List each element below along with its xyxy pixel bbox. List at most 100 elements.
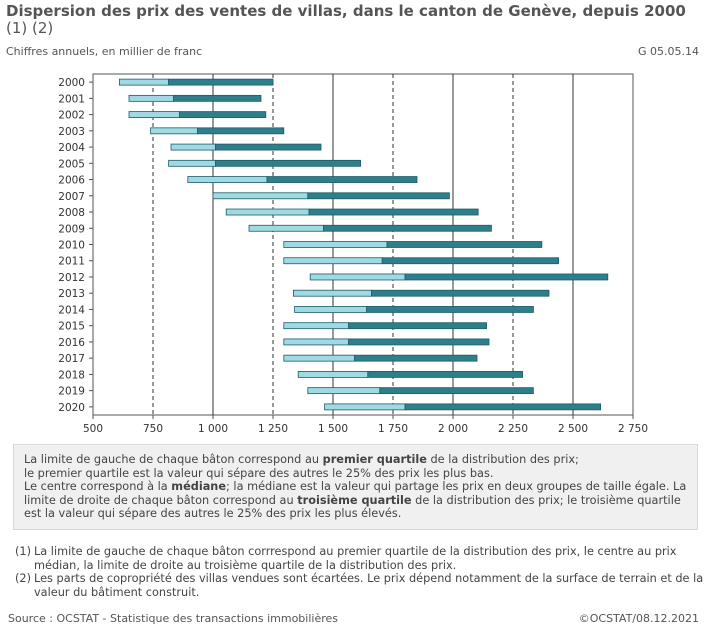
bar-median-q3 bbox=[404, 273, 609, 281]
legend-text: Le centre correspond à la bbox=[24, 480, 172, 493]
x-tick-label: 1 750 bbox=[378, 423, 408, 435]
price-dispersion-chart: 500 750 1 000 1 250 1 500 1 750 2 000 2 250 2 50… bbox=[58, 73, 648, 435]
legend-box: La limite de gauche de chaque bâton corr… bbox=[13, 444, 698, 530]
x-tick-label: 2 000 bbox=[438, 423, 468, 435]
legend-text: de la distribution des prix; le troisièm… bbox=[24, 493, 681, 521]
bar-median-q3 bbox=[214, 159, 361, 167]
year-label: 2014 bbox=[58, 304, 85, 316]
bar-median-q3 bbox=[354, 354, 478, 362]
bar-q1-median bbox=[283, 257, 383, 265]
footnote-2: (2) Les parts de copropriété des villas v… bbox=[15, 572, 705, 599]
bar-median-q3 bbox=[322, 224, 492, 232]
bar-q1-median bbox=[128, 94, 174, 102]
footnote-1: (1) La limite de gauche de chaque bâton c… bbox=[15, 545, 705, 572]
year-label: 2004 bbox=[58, 142, 85, 154]
year-label: 2020 bbox=[58, 402, 85, 414]
footnotes: (1) La limite de gauche de chaque bâton c… bbox=[15, 545, 705, 599]
bar-q1-median bbox=[283, 354, 355, 362]
year-label: 2017 bbox=[58, 353, 85, 365]
bar-median-q3 bbox=[214, 143, 322, 151]
bar-q1-median bbox=[283, 241, 388, 248]
bar-median-q3 bbox=[196, 127, 285, 135]
legend-bold-q1: premier quartile bbox=[322, 453, 427, 466]
bar-q1-median bbox=[283, 322, 349, 330]
chart-title-text: Dispersion des prix des ventes de villas… bbox=[6, 2, 686, 20]
bar-median-q3 bbox=[379, 387, 534, 395]
bar-q1-median bbox=[150, 127, 198, 135]
bar-median-q3 bbox=[172, 94, 262, 102]
legend-paragraph-2: le premier quartile est la valeur qui sé… bbox=[24, 466, 494, 480]
year-label: 2010 bbox=[58, 240, 85, 252]
year-label: 2001 bbox=[58, 93, 85, 105]
bar-median-q3 bbox=[168, 78, 274, 86]
bar-q1-median bbox=[119, 78, 170, 86]
year-label: 2007 bbox=[58, 191, 85, 203]
bar-q1-median bbox=[307, 387, 381, 395]
bar-q1-median bbox=[324, 403, 406, 411]
bar-median-q3 bbox=[308, 208, 479, 216]
x-tick-label: 2 250 bbox=[498, 423, 528, 435]
bar-median-q3 bbox=[381, 257, 560, 265]
footnote-number: (1) bbox=[15, 545, 32, 558]
bar-median-q3 bbox=[386, 241, 543, 248]
bar-q1-median bbox=[168, 159, 216, 167]
bar-q1-median bbox=[309, 273, 406, 281]
bar-q1-median bbox=[297, 371, 369, 378]
bar-q1-median bbox=[225, 208, 310, 216]
legend-text: ; la médiane est la valeur qui partage l… bbox=[24, 480, 687, 507]
year-label: 2006 bbox=[58, 175, 85, 187]
chart-title: Dispersion des prix des ventes de villas… bbox=[6, 3, 706, 37]
bar-q1-median bbox=[294, 306, 368, 313]
year-label: 2011 bbox=[58, 256, 85, 268]
legend-bold-median: médiane bbox=[171, 480, 227, 493]
legend-bold-q3: troisième quartile bbox=[297, 493, 412, 507]
bar-q1-median bbox=[170, 143, 216, 151]
bar-median-q3 bbox=[367, 371, 523, 378]
x-tick-label: 750 bbox=[143, 423, 163, 435]
footnote-text: Les parts de copropriété des villas vend… bbox=[34, 572, 704, 599]
year-label: 2018 bbox=[58, 369, 85, 381]
bar-q1-median bbox=[128, 111, 180, 118]
x-tick-label: 2 500 bbox=[558, 423, 588, 435]
legend-paragraph-3: Le centre correspond à la médiane; la mé… bbox=[24, 480, 687, 521]
chart-subtitle: Chiffres annuels, en millier de franc bbox=[6, 45, 203, 58]
bar-median-q3 bbox=[348, 338, 490, 346]
x-tick-label: 2 750 bbox=[618, 423, 648, 435]
footnote-text: La limite de gauche de chaque bâton corr… bbox=[34, 545, 677, 572]
year-label: 2012 bbox=[58, 272, 85, 284]
chart-code: G 05.05.14 bbox=[637, 45, 699, 58]
year-label: 2015 bbox=[58, 321, 85, 333]
year-label: 2013 bbox=[58, 288, 85, 300]
x-tick-label: 1 250 bbox=[258, 423, 288, 435]
bar-median-q3 bbox=[307, 192, 450, 200]
bar-q1-median bbox=[212, 192, 309, 200]
year-label: 2016 bbox=[58, 337, 85, 349]
bar-median-q3 bbox=[266, 176, 418, 183]
year-label: 2000 bbox=[58, 77, 85, 89]
chart-title-notes: (1) (2) bbox=[6, 19, 54, 37]
legend-text: de la distribution des prix; bbox=[426, 453, 579, 466]
x-tick-label: 1 500 bbox=[318, 423, 348, 435]
year-label: 2005 bbox=[58, 158, 85, 170]
year-label: 2002 bbox=[58, 110, 85, 122]
year-label: 2019 bbox=[58, 386, 85, 398]
year-label: 2009 bbox=[58, 223, 85, 235]
bar-median-q3 bbox=[348, 322, 488, 330]
bar-q1-median bbox=[248, 224, 324, 232]
copyright-note: ©OCSTAT/08.12.2021 bbox=[578, 612, 699, 625]
legend-paragraph-1: La limite de gauche de chaque bâton corr… bbox=[24, 453, 687, 467]
legend-text: La limite de gauche de chaque bâton corr… bbox=[24, 453, 323, 466]
x-tick-label: 1 000 bbox=[198, 423, 228, 435]
source-note: Source : OCSTAT - Statistique des transa… bbox=[8, 612, 338, 625]
bar-median-q3 bbox=[404, 403, 602, 411]
year-label: 2003 bbox=[58, 126, 85, 138]
bar-q1-median bbox=[283, 338, 349, 346]
bar-median-q3 bbox=[366, 306, 534, 313]
bar-median-q3 bbox=[370, 289, 550, 297]
bar-q1-median bbox=[187, 176, 268, 183]
x-tick-label: 500 bbox=[83, 423, 103, 435]
year-label: 2008 bbox=[58, 207, 85, 219]
footnote-number: (2) bbox=[15, 572, 32, 585]
bar-median-q3 bbox=[178, 111, 267, 118]
bar-q1-median bbox=[292, 289, 372, 297]
